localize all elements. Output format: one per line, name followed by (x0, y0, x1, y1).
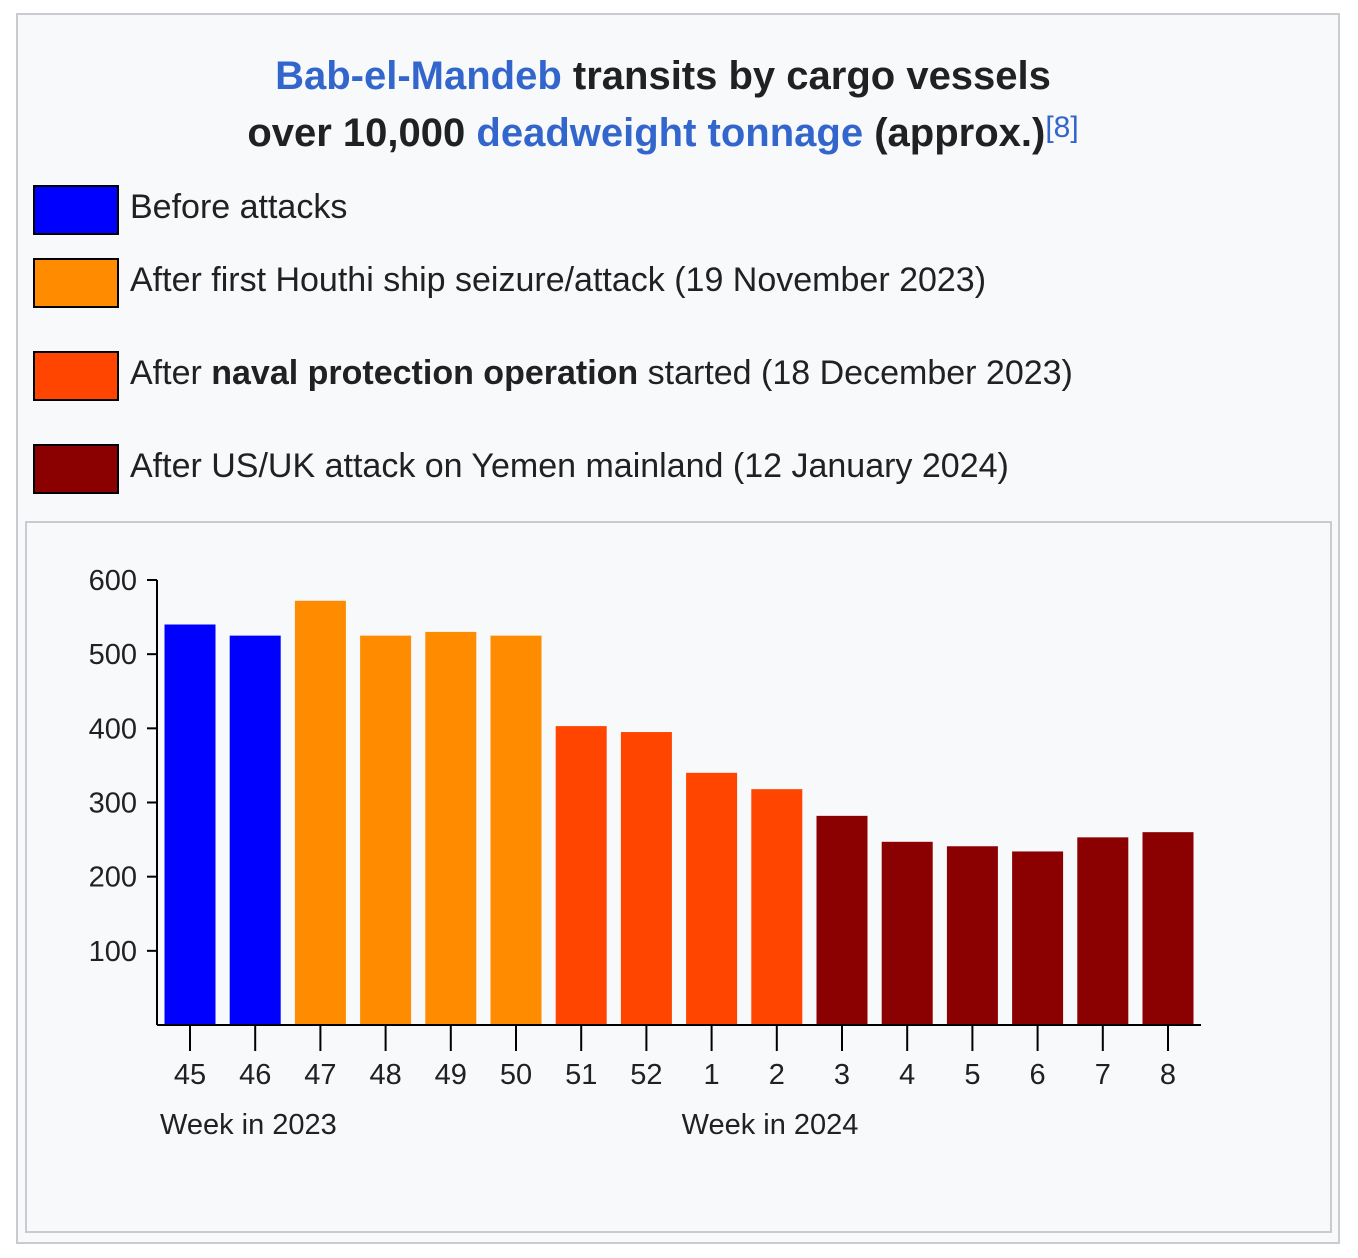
y-tick-label: 100 (89, 936, 137, 968)
y-tick-label: 200 (89, 862, 137, 894)
bar (490, 635, 542, 1025)
title-line-2: over 10,000 deadweight tonnage (approx.)… (0, 105, 1326, 162)
title-line-2-prefix: over 10,000 (247, 111, 477, 155)
bar (881, 841, 933, 1025)
y-tick-label: 300 (89, 788, 137, 820)
x-tick-label: 45 (174, 1059, 206, 1091)
x-tick-label: 5 (964, 1059, 980, 1091)
x-tick-label: 1 (704, 1059, 720, 1091)
reference-8-link[interactable]: [8] (1045, 111, 1079, 144)
legend-swatch (33, 258, 119, 308)
chart-title: Bab-el-Mandeb transits by cargo vessels … (0, 48, 1326, 162)
legend-swatch (33, 185, 119, 235)
title-line-2-suffix: (approx.) (863, 111, 1046, 155)
x-tick-label: 46 (239, 1059, 271, 1091)
bar (686, 772, 738, 1025)
x-tick-label: 51 (565, 1059, 597, 1091)
legend-swatch (33, 444, 119, 494)
bar (294, 600, 346, 1025)
bar (555, 726, 607, 1025)
x-tick-label: 48 (369, 1059, 401, 1091)
y-tick-label: 600 (89, 565, 137, 597)
bar (425, 631, 477, 1025)
x-tick-label: 47 (304, 1059, 336, 1091)
title-line-1: Bab-el-Mandeb transits by cargo vessels (0, 48, 1326, 105)
legend-label: Before attacks (130, 188, 348, 226)
bar (816, 815, 868, 1025)
bar (751, 789, 803, 1025)
legend-swatch (33, 351, 119, 401)
legend-label: After naval protection operation started… (130, 354, 1073, 392)
y-tick-label: 500 (89, 639, 137, 671)
x-tick-label: 2 (769, 1059, 785, 1091)
bar (1077, 837, 1129, 1025)
x-tick-label: 8 (1160, 1059, 1176, 1091)
bar (229, 635, 281, 1025)
legend-label: After US/UK attack on Yemen mainland (12… (130, 447, 1009, 485)
naval-protection-operation-link[interactable]: naval protection operation (211, 354, 639, 392)
bar (1142, 832, 1194, 1025)
x-group-label: Week in 2024 (682, 1109, 859, 1141)
legend-label: After first Houthi ship seizure/attack (… (130, 261, 987, 299)
x-tick-label: 6 (1030, 1059, 1046, 1091)
x-tick-label: 4 (899, 1059, 915, 1091)
bar (620, 732, 672, 1025)
y-tick-label: 400 (89, 713, 137, 745)
deadweight-tonnage-link[interactable]: deadweight tonnage (476, 111, 864, 155)
title-line-1-text: transits by cargo vessels (561, 54, 1051, 98)
bar (946, 846, 998, 1025)
x-group-label: Week in 2023 (160, 1109, 337, 1141)
x-tick-label: 50 (500, 1059, 532, 1091)
x-tick-label: 3 (834, 1059, 850, 1091)
x-tick-label: 7 (1095, 1059, 1111, 1091)
bar (360, 635, 412, 1025)
x-tick-label: 49 (435, 1059, 467, 1091)
bar (164, 624, 216, 1025)
x-tick-label: 52 (630, 1059, 662, 1091)
bab-el-mandeb-link[interactable]: Bab-el-Mandeb (275, 54, 562, 98)
bar (1012, 851, 1064, 1025)
